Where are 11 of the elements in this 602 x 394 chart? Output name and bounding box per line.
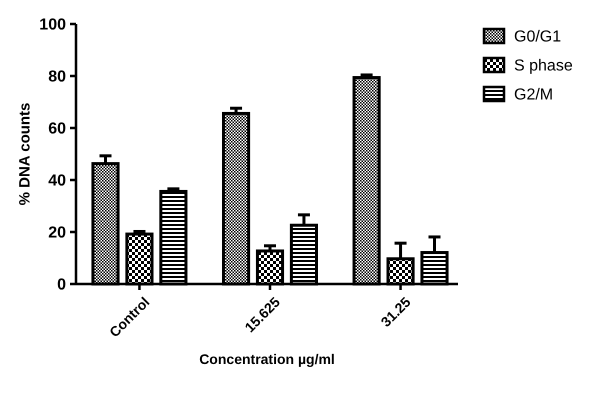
y-tick-label: 40 <box>48 172 66 190</box>
y-tick-label: 20 <box>48 224 66 242</box>
y-tick-label: 80 <box>48 68 66 86</box>
y-tick-label: 0 <box>57 276 66 294</box>
y-tick-label: 60 <box>48 120 66 138</box>
legend-label: S phase <box>514 58 573 75</box>
legend-label: G0/G1 <box>514 28 562 46</box>
y-tick-label: 100 <box>39 16 66 34</box>
y-axis-title: % DNA counts <box>16 102 34 206</box>
x-axis-title: Concentration µg/ml <box>199 351 335 367</box>
legend-label: G2/M <box>514 86 554 104</box>
